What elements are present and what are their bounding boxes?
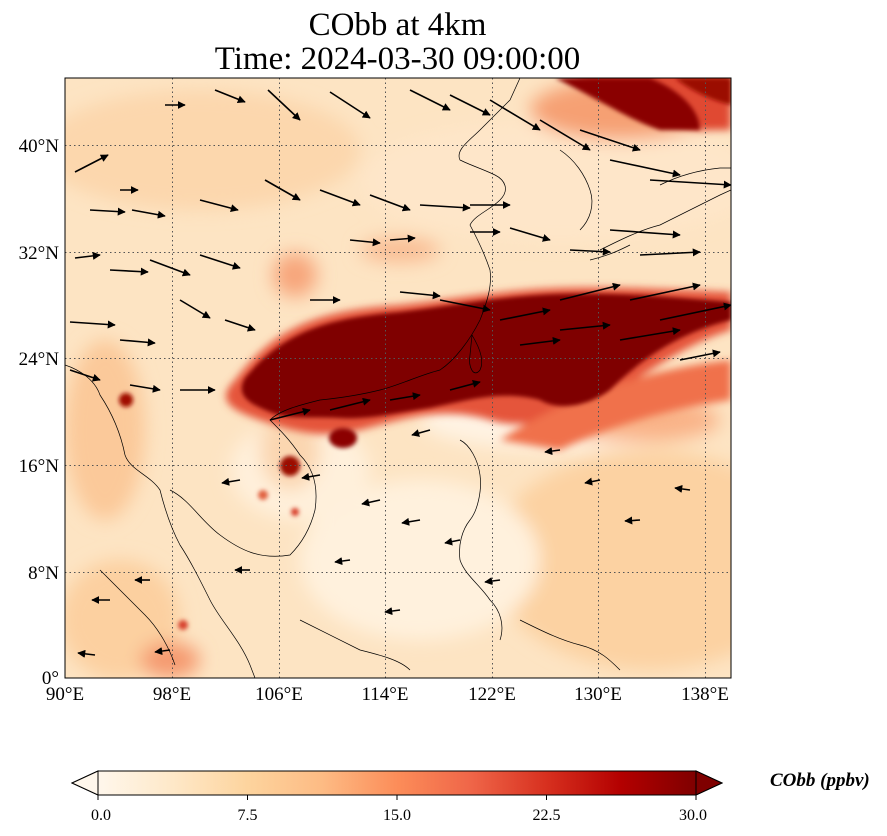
colorbar-tick-label: 0.0 <box>91 807 111 824</box>
coastlines <box>65 78 731 678</box>
wind-vectors <box>69 89 731 658</box>
concentration-field <box>65 78 731 678</box>
colorbar-tick-label: 30.0 <box>679 807 707 824</box>
lon-tick-label: 98°E <box>153 684 191 705</box>
lon-tick-label: 138°E <box>681 684 729 705</box>
colorbar-tick-label: 22.5 <box>533 807 561 824</box>
colorbar-title: CObb (ppbv) <box>770 770 870 791</box>
lon-tick-label: 114°E <box>362 684 409 705</box>
map-title: CObb at 4km <box>308 7 487 43</box>
graticule <box>65 78 731 678</box>
lon-tick-label: 90°E <box>46 684 84 705</box>
lat-tick-label: 40°N <box>19 136 60 157</box>
lon-tick-label: 130°E <box>574 684 622 705</box>
colorbar-min-extend <box>70 770 99 796</box>
lat-tick-label: 0° <box>42 668 59 689</box>
lat-tick-labels: 0° 8°N 16°N 24°N 32°N 40°N <box>19 136 60 689</box>
lat-tick-label: 32°N <box>19 243 60 264</box>
colorbar: 0.0 7.5 15.0 22.5 30.0 <box>70 770 724 824</box>
colorbar-tick-label: 7.5 <box>238 807 258 824</box>
map-frame <box>64 77 732 679</box>
colorbar-max-extend <box>695 770 724 796</box>
lon-tick-labels: 90°E 98°E 106°E 114°E 122°E 130°E 138°E <box>46 684 729 705</box>
lat-tick-label: 24°N <box>19 349 60 370</box>
lon-tick-label: 106°E <box>255 684 303 705</box>
lat-tick-label: 16°N <box>19 456 60 477</box>
lat-tick-label: 8°N <box>28 563 59 584</box>
map-time: Time: 2024-03-30 09:00:00 <box>214 41 581 77</box>
colorbar-tick-label: 15.0 <box>383 807 411 824</box>
colorbar-gradient <box>97 770 697 796</box>
lon-tick-label: 122°E <box>468 684 516 705</box>
